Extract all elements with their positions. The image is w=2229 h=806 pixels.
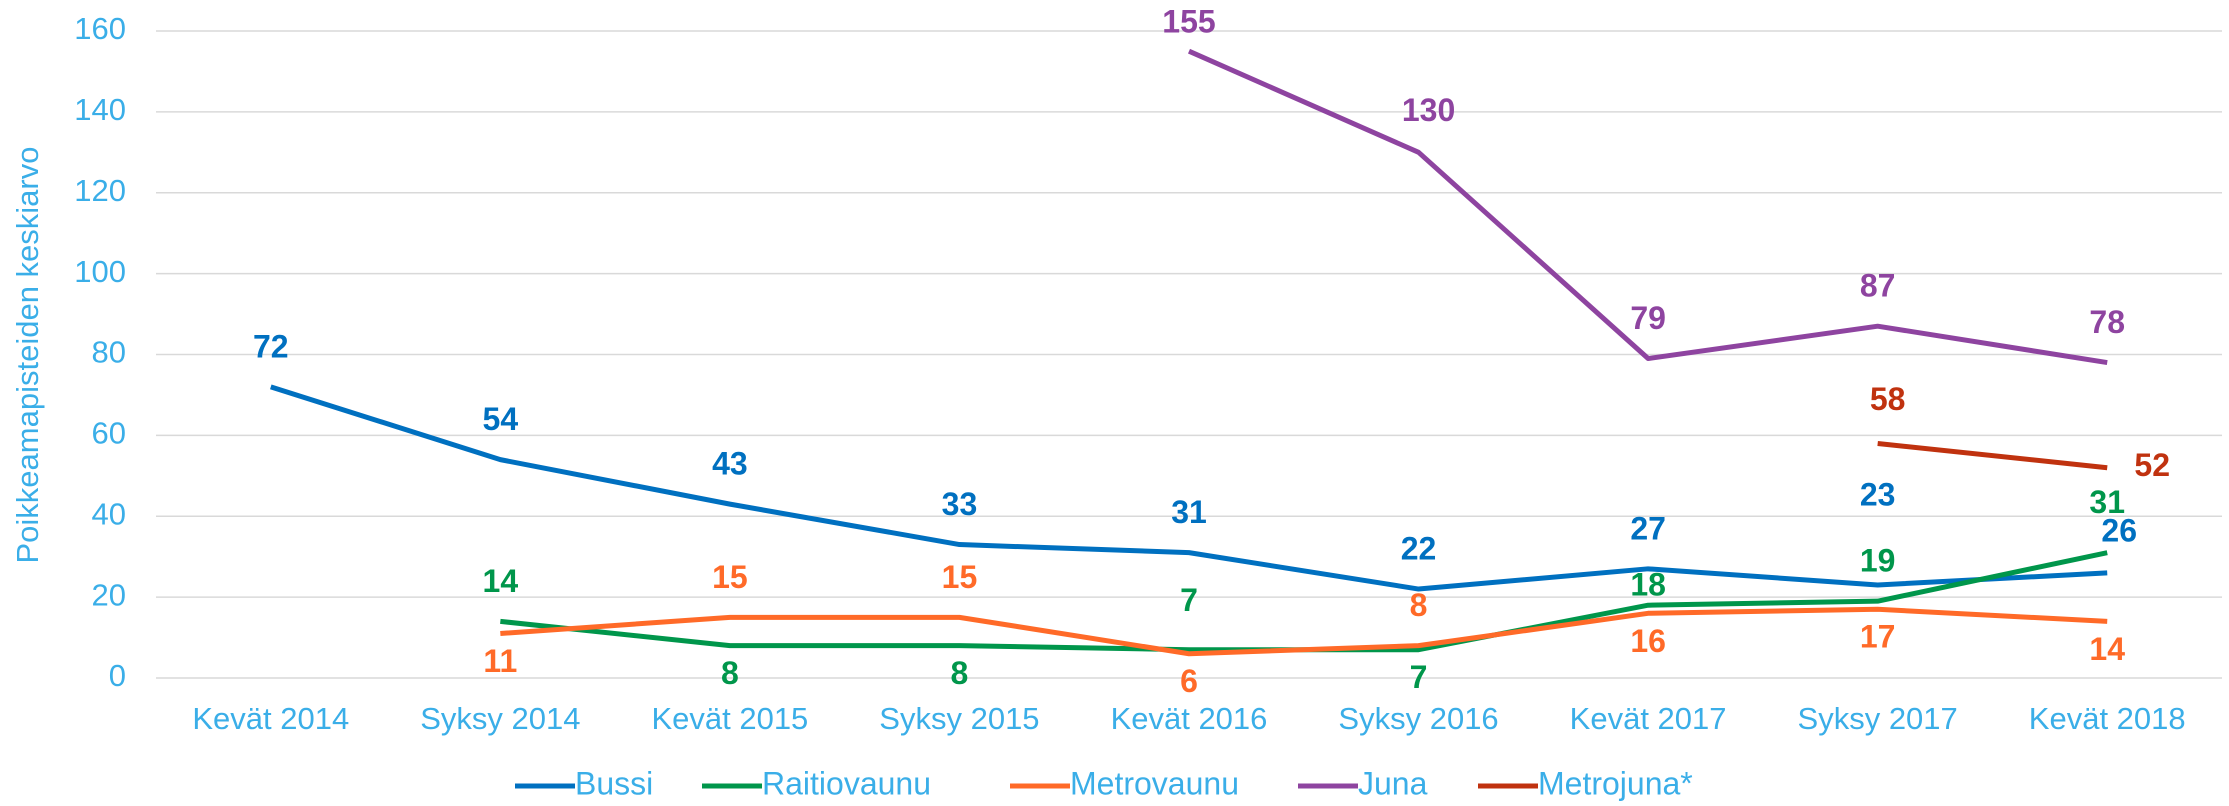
data-label: 79 [1630, 300, 1666, 336]
data-label: 6 [1180, 663, 1198, 699]
data-label: 54 [483, 401, 519, 437]
legend-label: Metrovaunu [1070, 765, 1239, 801]
data-label: 14 [483, 563, 519, 599]
series-line [1877, 440, 2108, 471]
x-tick-label: Syksy 2017 [1798, 701, 1958, 736]
legend-label: Raitiovaunu [762, 765, 931, 801]
data-label: 26 [2101, 512, 2137, 548]
series-line [1187, 48, 2108, 366]
x-tick-label: Kevät 2016 [1111, 701, 1268, 736]
y-tick-label: 160 [74, 11, 126, 46]
data-label: 14 [2089, 631, 2125, 667]
data-label: 17 [1860, 619, 1896, 655]
y-tick-label: 120 [74, 173, 126, 208]
data-label: 15 [712, 559, 748, 595]
data-label: 31 [2089, 484, 2125, 520]
y-tick-label: 140 [74, 92, 126, 127]
data-label: 33 [942, 486, 978, 522]
series-line [500, 606, 2108, 657]
y-tick-label: 100 [74, 254, 126, 289]
legend-label: Metrojuna* [1538, 765, 1693, 801]
x-tick-label: Syksy 2015 [879, 701, 1039, 736]
y-tick-label: 40 [92, 496, 126, 531]
data-label: 15 [942, 559, 978, 595]
data-label: 19 [1860, 543, 1896, 579]
data-label: 23 [1860, 476, 1896, 512]
data-label: 87 [1860, 268, 1896, 304]
data-label: 72 [253, 328, 289, 364]
data-label: 31 [1171, 494, 1207, 530]
y-tick-label: 60 [92, 416, 126, 451]
x-tick-label: Kevät 2017 [1570, 701, 1727, 736]
y-tick-label: 80 [92, 335, 126, 370]
legend-label: Juna [1358, 765, 1428, 801]
data-label: 8 [1410, 587, 1428, 623]
data-label: 130 [1402, 92, 1455, 128]
x-tick-label: Kevät 2018 [2029, 701, 2186, 736]
data-label: 18 [1630, 567, 1666, 603]
x-tick-label: Kevät 2015 [651, 701, 808, 736]
series-line [270, 384, 2108, 592]
y-tick-label: 0 [109, 658, 126, 693]
data-label: 58 [1870, 381, 1906, 417]
data-label: 52 [2134, 447, 2170, 483]
data-label: 7 [1410, 659, 1428, 695]
data-label: 78 [2089, 304, 2125, 340]
data-label: 22 [1401, 530, 1437, 566]
y-tick-label: 20 [92, 577, 126, 612]
data-label: 7 [1180, 582, 1198, 618]
data-label: 43 [712, 446, 748, 482]
data-label: 8 [721, 655, 739, 691]
data-label: 16 [1630, 623, 1666, 659]
data-label: 155 [1162, 4, 1215, 40]
data-label: 8 [951, 655, 969, 691]
x-tick-label: Syksy 2014 [420, 701, 580, 736]
x-tick-label: Kevät 2014 [192, 701, 349, 736]
data-label: 11 [483, 643, 517, 679]
data-label: 27 [1630, 510, 1666, 546]
y-axis-label: Poikkeamapisteiden keskiarvo [10, 147, 45, 564]
legend-label: Bussi [575, 765, 653, 801]
x-tick-label: Syksy 2016 [1338, 701, 1498, 736]
